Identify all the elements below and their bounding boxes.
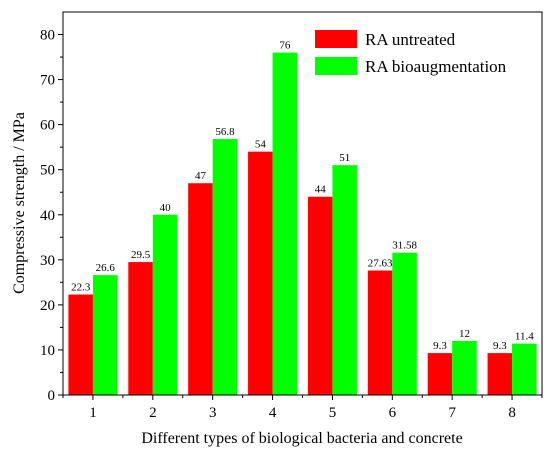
bar-untreated-3 [188, 183, 213, 395]
bar-untreated-5 [307, 196, 333, 395]
y-tick-label-50: 50 [40, 163, 55, 179]
data-label-bioaugmentation-2: 40 [160, 202, 172, 214]
bar-untreated-7 [427, 353, 453, 395]
data-label-untreated-7: 9.3 [433, 340, 447, 352]
bar-bioaugmentation-6 [392, 252, 417, 395]
x-tick-label-3: 3 [209, 405, 217, 421]
data-label-bioaugmentation-3: 56.8 [215, 126, 235, 138]
data-label-untreated-2: 29.5 [131, 249, 151, 261]
data-label-untreated-4: 54 [255, 139, 267, 151]
bar-bioaugmentation-1 [92, 275, 118, 395]
data-label-untreated-6: 27.63 [368, 258, 393, 270]
bar-untreated-4 [248, 151, 273, 395]
x-tick-label-8: 8 [508, 405, 516, 421]
data-label-bioaugmentation-6: 31.58 [392, 240, 417, 252]
bar-untreated-6 [367, 270, 393, 395]
x-axis-title: Different types of biological bacteria a… [141, 430, 462, 447]
bar-untreated-1 [68, 294, 93, 395]
legend-label-untreated: RA untreated [365, 30, 456, 49]
y-tick-label-30: 30 [40, 253, 55, 269]
data-label-untreated-3: 47 [195, 170, 207, 182]
y-tick-label-60: 60 [40, 118, 55, 134]
data-label-untreated-1: 22.3 [71, 282, 91, 294]
bar-untreated-2 [128, 262, 153, 395]
y-tick-label-70: 70 [40, 73, 55, 89]
x-tick-label-7: 7 [448, 405, 456, 421]
y-tick-label-0: 0 [48, 388, 56, 404]
data-label-untreated-8: 9.3 [493, 340, 507, 352]
x-tick-label-2: 2 [149, 405, 157, 421]
y-tick-label-40: 40 [40, 208, 55, 224]
data-labels-layer: 22.3 29.5 47 54 44 27.63 9.3 9.3 26.6 40 56.8 76 51 3… [71, 40, 534, 353]
bar-bioaugmentation-4 [272, 52, 298, 395]
x-tick-label-1: 1 [89, 405, 97, 421]
data-label-bioaugmentation-1: 26.6 [96, 262, 116, 274]
bar-bioaugmentation-8 [512, 343, 537, 395]
legend-label-bioaugmentation: RA bioaugmentation [365, 57, 507, 76]
y-tick-label-10: 10 [40, 343, 55, 359]
data-label-bioaugmentation-5: 51 [339, 152, 350, 164]
data-label-untreated-5: 44 [315, 184, 327, 196]
x-tick-label-6: 6 [389, 405, 397, 421]
data-label-bioaugmentation-7: 12 [459, 328, 470, 340]
bar-bioaugmentation-2 [152, 214, 178, 395]
legend-swatch-bioaugmentation [315, 57, 357, 75]
y-tick-label-80: 80 [40, 28, 55, 44]
bar-bioaugmentation-5 [332, 165, 357, 395]
x-tick-label-4: 4 [269, 405, 277, 421]
data-label-bioaugmentation-8: 11.4 [515, 331, 534, 343]
y-axis-title: Compressive strength / MPa [11, 112, 28, 294]
bar-bioaugmentation-7 [452, 340, 477, 395]
x-tick-label-5: 5 [329, 405, 337, 421]
bar-untreated-8 [487, 353, 513, 395]
bars-layer [68, 52, 537, 395]
bar-bioaugmentation-3 [212, 139, 238, 395]
y-tick-label-20: 20 [40, 298, 55, 314]
data-label-bioaugmentation-4: 76 [279, 40, 291, 52]
legend-swatch-untreated [315, 30, 357, 48]
legend: RA untreated RA bioaugmentation [315, 30, 507, 76]
